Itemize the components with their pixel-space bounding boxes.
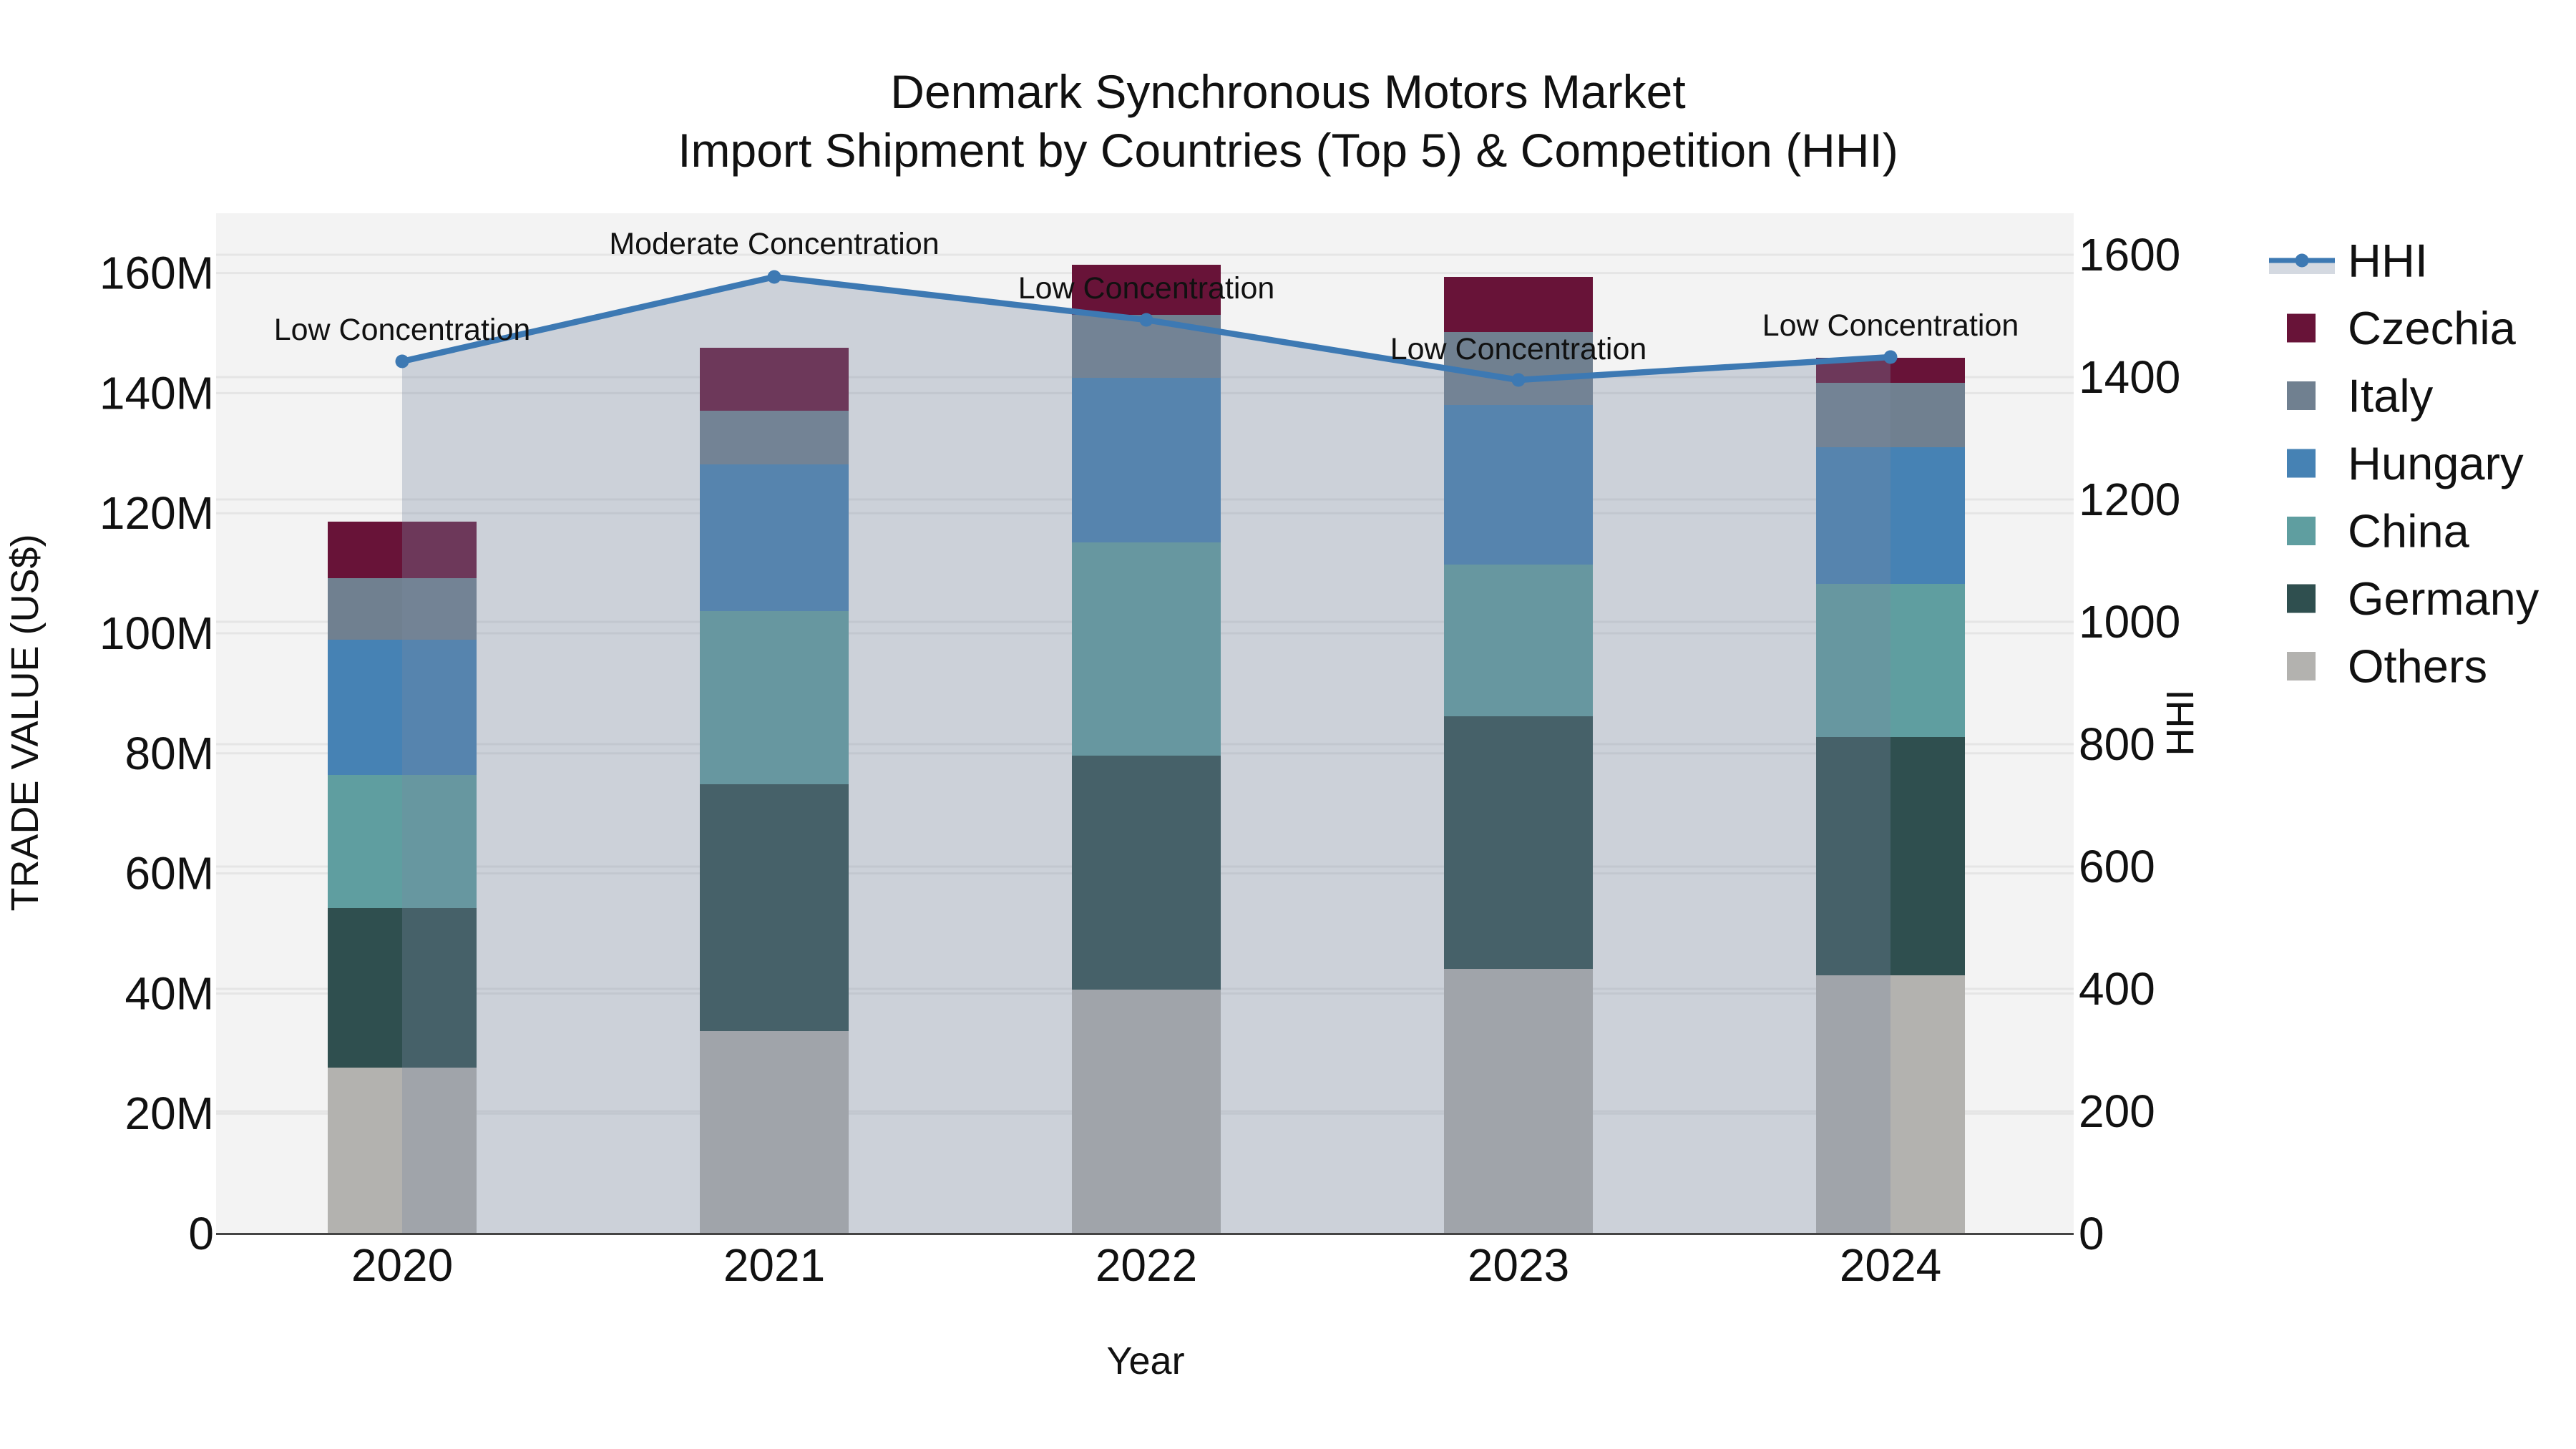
svg-text:China: China xyxy=(2348,505,2470,557)
svg-text:1400: 1400 xyxy=(2079,351,2180,403)
svg-text:40M: 40M xyxy=(125,967,215,1019)
svg-text:120M: 120M xyxy=(99,487,214,539)
svg-text:Low Concentration: Low Concentration xyxy=(1390,332,1647,366)
svg-text:2023: 2023 xyxy=(1468,1239,1569,1291)
svg-text:800: 800 xyxy=(2079,718,2155,770)
svg-text:100M: 100M xyxy=(99,608,214,659)
svg-text:Low Concentration: Low Concentration xyxy=(274,313,531,347)
svg-text:2021: 2021 xyxy=(723,1239,825,1291)
svg-text:Low Concentration: Low Concentration xyxy=(1762,308,2019,343)
svg-text:140M: 140M xyxy=(99,367,214,419)
svg-text:TRADE VALUE (US$): TRADE VALUE (US$) xyxy=(4,534,47,911)
svg-text:400: 400 xyxy=(2079,963,2155,1015)
svg-text:Hungary: Hungary xyxy=(2348,437,2524,489)
svg-text:Import Shipment by Countries (: Import Shipment by Countries (Top 5) & C… xyxy=(678,124,1898,177)
svg-text:Year: Year xyxy=(1106,1340,1184,1382)
svg-text:Low Concentration: Low Concentration xyxy=(1018,271,1275,306)
svg-text:2020: 2020 xyxy=(351,1239,453,1291)
svg-text:Moderate Concentration: Moderate Concentration xyxy=(609,227,939,261)
svg-text:2022: 2022 xyxy=(1096,1239,1197,1291)
svg-text:160M: 160M xyxy=(99,248,214,299)
svg-text:Italy: Italy xyxy=(2348,370,2434,422)
svg-text:Denmark Synchronous Motors Mar: Denmark Synchronous Motors Market xyxy=(890,65,1685,118)
svg-text:2024: 2024 xyxy=(1840,1239,1941,1291)
svg-text:60M: 60M xyxy=(125,848,215,899)
svg-text:Others: Others xyxy=(2348,640,2487,693)
svg-text:HHI: HHI xyxy=(2348,235,2428,287)
svg-text:1000: 1000 xyxy=(2079,596,2180,648)
svg-text:HHI: HHI xyxy=(2159,690,2202,756)
svg-text:0: 0 xyxy=(188,1208,214,1259)
svg-text:Germany: Germany xyxy=(2348,572,2540,625)
svg-text:0: 0 xyxy=(2079,1208,2104,1259)
svg-text:Czechia: Czechia xyxy=(2348,302,2517,354)
svg-text:20M: 20M xyxy=(125,1088,215,1139)
svg-text:1200: 1200 xyxy=(2079,474,2180,525)
svg-text:80M: 80M xyxy=(125,728,215,779)
svg-text:200: 200 xyxy=(2079,1085,2155,1137)
svg-text:1600: 1600 xyxy=(2079,229,2180,280)
svg-text:600: 600 xyxy=(2079,841,2155,892)
